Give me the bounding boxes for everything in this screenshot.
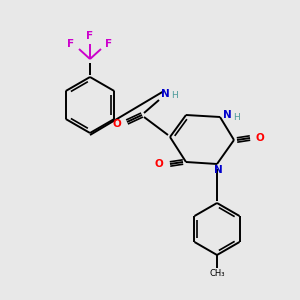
Text: H: H (232, 113, 239, 122)
Text: F: F (86, 31, 94, 41)
Text: O: O (112, 119, 122, 129)
Text: F: F (105, 39, 112, 49)
Text: N: N (223, 110, 231, 120)
Text: O: O (154, 159, 164, 169)
Text: N: N (160, 89, 169, 99)
Text: F: F (68, 39, 75, 49)
Text: H: H (172, 92, 178, 100)
Text: O: O (256, 133, 264, 143)
Text: CH₃: CH₃ (209, 268, 225, 278)
Text: N: N (214, 165, 222, 175)
